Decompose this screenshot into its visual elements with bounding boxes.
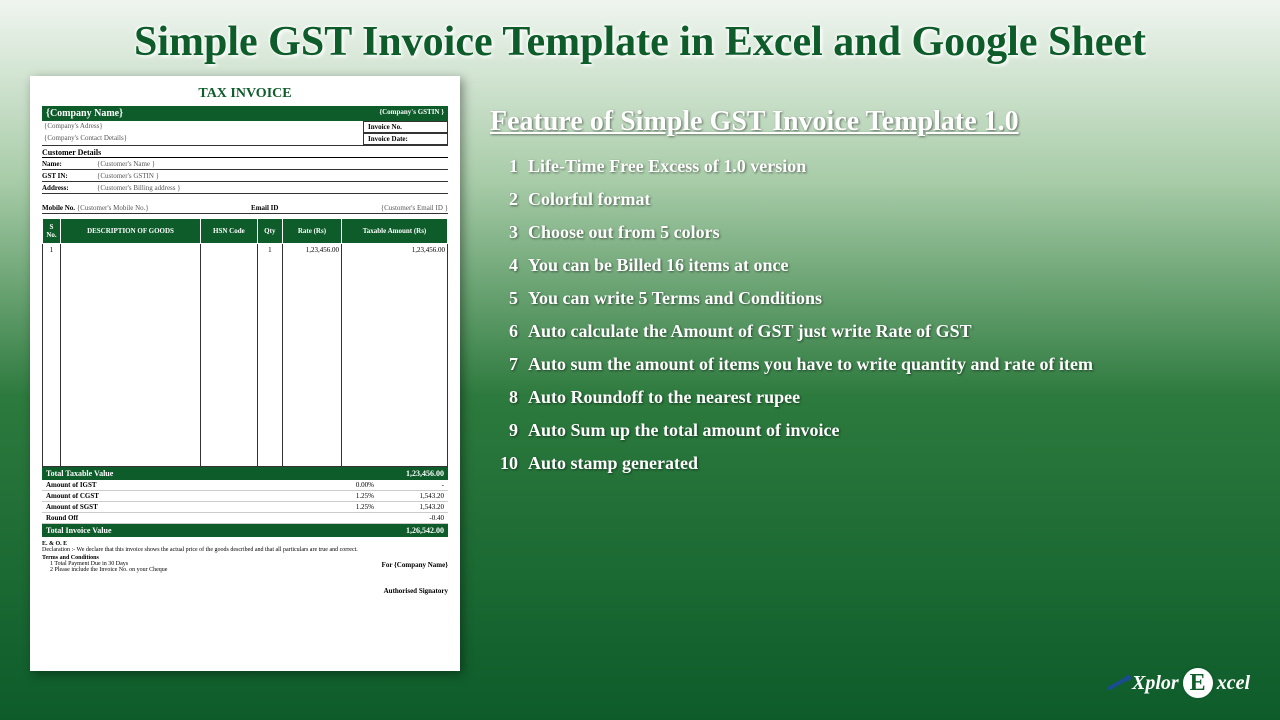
- invoice-footer: E. & O. E Declaration :- We declare that…: [42, 541, 448, 595]
- email-label: Email ID: [251, 204, 278, 212]
- name-label: Name:: [42, 160, 97, 168]
- gstin-val: {Customer's GSTIN }: [97, 172, 159, 180]
- invoice-doc-title: TAX INVOICE: [42, 86, 448, 102]
- address-label: Address:: [42, 184, 97, 192]
- feature-item: 7Auto sum the amount of items you have t…: [490, 354, 1250, 375]
- features-panel: Feature of Simple GST Invoice Template 1…: [490, 76, 1250, 671]
- feature-item: 10Auto stamp generated: [490, 453, 1250, 474]
- total-taxable-row: Total Taxable Value1,23,456.00: [42, 467, 448, 480]
- signatory: Authorised Signatory: [382, 587, 448, 595]
- gstin-label: GST IN:: [42, 172, 97, 180]
- name-val: {Customer's Name }: [97, 160, 155, 168]
- customer-section-label: Customer Details: [42, 148, 448, 158]
- company-address: {Company's Adress}: [44, 122, 103, 132]
- col-qty: Qty: [257, 219, 282, 244]
- mobile-val: {Customer's Mobile No.}: [77, 204, 149, 212]
- col-desc: DESCRIPTION OF GOODS: [61, 219, 201, 244]
- features-list: 1Life-Time Free Excess of 1.0 version 2C…: [490, 156, 1250, 474]
- feature-item: 5You can write 5 Terms and Conditions: [490, 288, 1250, 309]
- col-sno: S No.: [43, 219, 61, 244]
- col-hsn: HSN Code: [201, 219, 258, 244]
- page-title: Simple GST Invoice Template in Excel and…: [0, 0, 1280, 76]
- invoice-header-bar: {Company Name} {Company's GSTIN }: [42, 106, 448, 121]
- company-contact: {Company's Contact Details}: [44, 134, 127, 144]
- total-invoice-row: Total Invoice Value1,26,542.00: [42, 524, 448, 537]
- address-val: {Customer's Billing address }: [97, 184, 181, 192]
- cgst-row: Amount of CGST1.25%1,543.20: [42, 491, 448, 502]
- col-amount: Taxable Amount (Rs): [342, 219, 448, 244]
- feature-item: 9Auto Sum up the total amount of invoice: [490, 420, 1250, 441]
- feature-item: 3Choose out from 5 colors: [490, 222, 1250, 243]
- logo-text-2: xcel: [1217, 672, 1250, 695]
- invoice-date-box: Invoice Date:: [363, 133, 448, 145]
- igst-row: Amount of IGST0.00%-: [42, 480, 448, 491]
- feature-item: 4You can be Billed 16 items at once: [490, 255, 1250, 276]
- brand-logo: Xplor E xcel: [1106, 666, 1250, 700]
- for-company: For {Company Name}: [382, 561, 448, 569]
- logo-e-icon: E: [1181, 666, 1215, 700]
- email-val: {Customer's Email ID }: [381, 204, 448, 212]
- logo-text-1: Xplor: [1132, 672, 1179, 695]
- table-row: [43, 256, 448, 466]
- invoice-no-box: Invoice No.: [363, 121, 448, 133]
- content-area: TAX INVOICE {Company Name} {Company's GS…: [0, 76, 1280, 671]
- feature-item: 2Colorful format: [490, 189, 1250, 210]
- feature-item: 1Life-Time Free Excess of 1.0 version: [490, 156, 1250, 177]
- items-table: S No. DESCRIPTION OF GOODS HSN Code Qty …: [42, 218, 448, 467]
- company-gstin: {Company's GSTIN }: [379, 108, 444, 119]
- col-rate: Rate (Rs): [282, 219, 341, 244]
- sgst-row: Amount of SGST1.25%1,543.20: [42, 502, 448, 513]
- feature-item: 8Auto Roundoff to the nearest rupee: [490, 387, 1250, 408]
- roundoff-row: Round Off-0.40: [42, 513, 448, 524]
- feature-item: 6Auto calculate the Amount of GST just w…: [490, 321, 1250, 342]
- table-row: 111,23,456.001,23,456.00: [43, 244, 448, 257]
- features-heading: Feature of Simple GST Invoice Template 1…: [490, 106, 1250, 138]
- company-name: {Company Name}: [46, 108, 123, 119]
- invoice-preview: TAX INVOICE {Company Name} {Company's GS…: [30, 76, 460, 671]
- mobile-label: Mobile No.: [42, 204, 75, 212]
